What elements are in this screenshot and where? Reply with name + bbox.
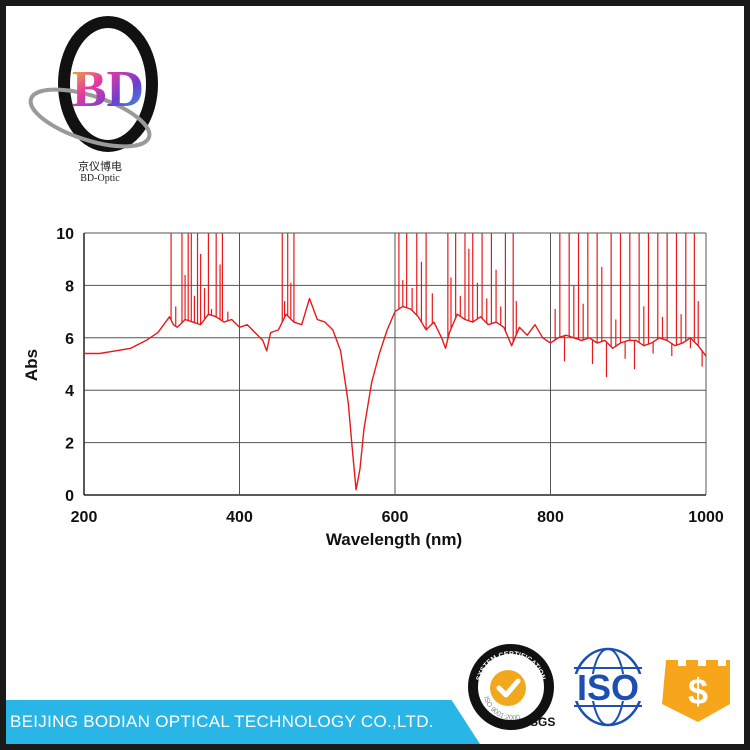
company-banner [6,700,480,744]
sgs-certification-badge: SYSTEM CERTIFICATION ISO 9001:2000 SGS [468,644,555,730]
company-name: BEIJING BODIAN OPTICAL TECHNOLOGY CO.,LT… [10,712,434,731]
shield-icon [662,660,730,722]
chart-plot [84,233,707,491]
y-tick-label: 8 [65,278,74,295]
y-axis-label: Abs [22,349,41,381]
check-icon [496,678,521,698]
y-tick-label: 4 [65,383,74,400]
x-tick-label: 800 [537,509,564,526]
sgs-check-circle [490,670,526,706]
chart-grid [83,232,707,496]
logo-mark: BD [72,61,144,118]
y-tick-label: 0 [65,488,74,505]
series-line [84,297,707,491]
y-tick-label: 6 [65,331,74,348]
x-tick-label: 600 [382,509,409,526]
iso-badge: ISO [564,647,652,727]
x-tick-label: 400 [226,509,253,526]
chart-ticks: 0 2 4 6 8 10 200 400 600 800 1000 [56,226,724,526]
y-tick-label: 2 [65,436,74,453]
logo-name-en: BD-Optic [80,173,120,184]
bd-optic-logo: BD [28,16,158,152]
sgs-label: SGS [530,715,555,729]
x-tick-label: 1000 [688,509,724,526]
logo-orbit [28,87,152,149]
x-tick-label: 200 [71,509,98,526]
logo-name-cn: 京仪博电 [78,160,122,173]
iso-label: ISO [577,667,639,708]
y-tick-label: 10 [56,226,74,243]
dollar-icon: $ [688,671,708,712]
x-axis-label: Wavelength (nm) [326,530,462,549]
dollar-shield-badge: $ [662,660,730,722]
